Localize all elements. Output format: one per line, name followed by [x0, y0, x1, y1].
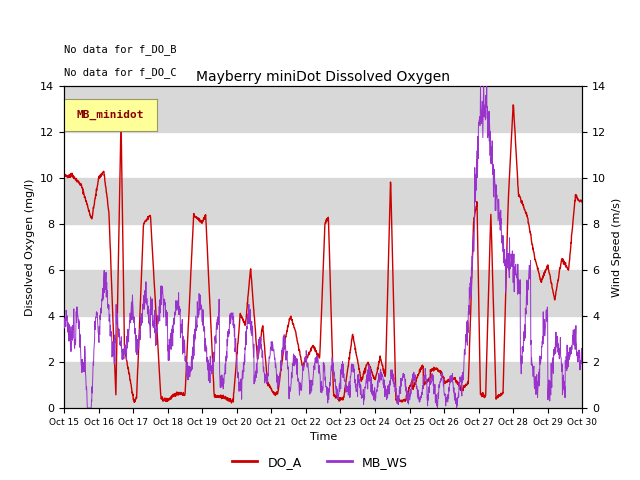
Bar — [64, 362, 582, 408]
Bar — [64, 270, 582, 316]
Bar — [64, 86, 582, 132]
Y-axis label: Wind Speed (m/s): Wind Speed (m/s) — [612, 198, 622, 297]
Text: No data for f_DO_B: No data for f_DO_B — [64, 45, 177, 56]
Text: No data for f_DO_C: No data for f_DO_C — [64, 67, 177, 78]
Bar — [64, 178, 582, 224]
Legend: DO_A, MB_WS: DO_A, MB_WS — [227, 451, 413, 474]
Y-axis label: Dissolved Oxygen (mg/l): Dissolved Oxygen (mg/l) — [24, 179, 35, 316]
Title: Mayberry miniDot Dissolved Oxygen: Mayberry miniDot Dissolved Oxygen — [196, 70, 450, 84]
X-axis label: Time: Time — [310, 432, 337, 442]
